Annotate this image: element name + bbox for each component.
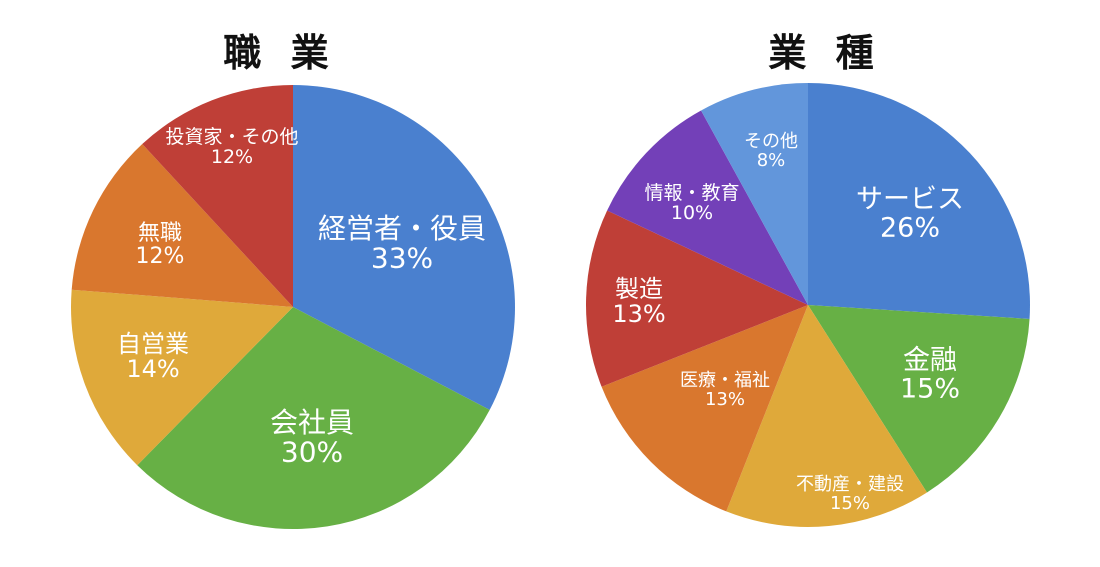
slice-value-label: 14% bbox=[126, 355, 179, 383]
chart-title: 職 業 bbox=[223, 31, 337, 75]
slice-category-label: その他 bbox=[744, 131, 798, 152]
pie-slice bbox=[586, 210, 808, 387]
slice-category-label: サービス bbox=[856, 184, 964, 215]
slice-value-label: 12% bbox=[211, 146, 253, 168]
slice-value-label: 26% bbox=[880, 212, 940, 243]
pie-slice bbox=[808, 83, 1030, 319]
slice-value-label: 13% bbox=[612, 300, 665, 328]
slice-value-label: 12% bbox=[136, 244, 185, 269]
chart-title: 業 種 bbox=[768, 31, 882, 75]
slice-category-label: 金融 bbox=[903, 345, 957, 376]
slice-category-label: 投資家・その他 bbox=[165, 126, 298, 148]
pie-chart-industry: 業 種 サービス 26% 金融 15% 不動産・建設 15% 医療・福祉 13% 製造 13% 情報… bbox=[550, 0, 1100, 567]
slice-category-label: 情報・教育 bbox=[644, 182, 739, 204]
pie-chart-occupation: 職 業 経営者・役員 33% 会社員 30% 自営業 14% 無職 12% 投資家・その他 12% bbox=[70, 31, 515, 529]
slice-value-label: 15% bbox=[900, 373, 960, 404]
pie-slice bbox=[607, 110, 808, 306]
pie-slice bbox=[137, 307, 490, 529]
slice-value-label: 10% bbox=[671, 202, 713, 224]
pie-slice bbox=[71, 144, 293, 307]
slice-category-label: 製造 bbox=[615, 275, 663, 303]
slice-category-label: 医療・福祉 bbox=[680, 370, 770, 391]
pie-slice bbox=[293, 85, 515, 410]
pie-slice bbox=[142, 85, 293, 307]
slice-value-label: 8% bbox=[757, 150, 786, 171]
pie-slice bbox=[726, 305, 927, 527]
slice-value-label: 15% bbox=[830, 493, 870, 514]
slice-category-label: 無職 bbox=[138, 221, 182, 246]
pie-chart-industry-svg: サービス26%金融15%不動産・建設15%医療・福祉13%製造13%情報・教育1… bbox=[586, 83, 1030, 527]
pie-slice bbox=[808, 305, 1030, 493]
slice-value-label: 30% bbox=[281, 435, 343, 468]
slice-category-label: 自営業 bbox=[117, 330, 189, 358]
slice-category-label: 経営者・役員 bbox=[318, 212, 486, 245]
slice-category-label: 不動産・建設 bbox=[796, 474, 904, 495]
slice-category-label: 会社員 bbox=[270, 406, 354, 439]
slice-value-label: 13% bbox=[705, 389, 745, 410]
pie-slice bbox=[601, 305, 808, 512]
pie-slice bbox=[70, 289, 293, 466]
slice-value-label: 33% bbox=[371, 241, 433, 274]
pie-slice bbox=[701, 83, 808, 305]
